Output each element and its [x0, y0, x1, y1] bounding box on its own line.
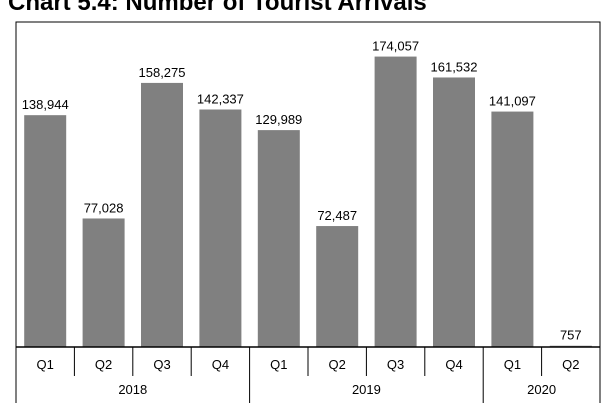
bar	[257, 130, 300, 347]
data-label: 158,275	[139, 65, 186, 80]
x-group-label: 2019	[352, 382, 381, 397]
bar	[199, 109, 242, 347]
x-tick-label: Q1	[504, 357, 521, 372]
bar	[82, 218, 125, 347]
x-group-label: 2018	[118, 382, 147, 397]
bar	[316, 226, 359, 347]
x-tick-label: Q2	[95, 357, 112, 372]
bar	[433, 77, 475, 347]
bar	[141, 82, 183, 348]
data-label: 138,944	[22, 97, 69, 112]
data-label: 174,057	[372, 39, 419, 54]
x-tick-label: Q4	[212, 357, 229, 372]
bar	[24, 115, 67, 347]
x-tick-label: Q2	[562, 357, 579, 372]
bar	[491, 111, 534, 348]
x-tick-label: Q3	[387, 357, 404, 372]
data-label: 142,337	[197, 92, 244, 107]
x-tick-label: Q1	[37, 357, 54, 372]
x-tick-label: Q3	[153, 357, 170, 372]
x-tick-label: Q4	[445, 357, 462, 372]
x-group-label: 2020	[527, 382, 556, 397]
x-tick-label: Q1	[270, 357, 287, 372]
x-tick-label: Q2	[329, 357, 346, 372]
data-label: 77,028	[84, 200, 124, 215]
data-label: 757	[560, 328, 582, 343]
data-label: 72,487	[317, 208, 357, 223]
bar	[374, 56, 417, 348]
data-label: 141,097	[489, 94, 536, 109]
data-label: 161,532	[431, 59, 478, 74]
chart-title: Chart 5.4: Number of Tourist Arrivals	[8, 0, 427, 16]
data-label: 129,989	[255, 112, 302, 127]
